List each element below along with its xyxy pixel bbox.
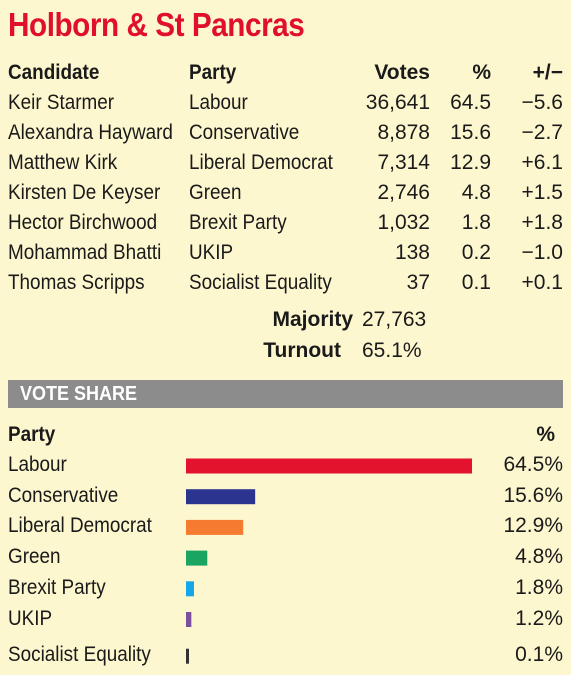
- candidate-name: Kirsten De Keyser: [8, 181, 161, 204]
- bar-value-label: 1.2%: [515, 606, 563, 630]
- candidate-name: Keir Starmer: [8, 91, 115, 114]
- page-title: Holborn & St Pancras: [8, 6, 305, 43]
- candidate-party: Conservative: [189, 121, 300, 144]
- bar: [186, 458, 472, 474]
- bar: [186, 581, 194, 597]
- majority-label: Majority: [272, 308, 353, 331]
- candidate-name: Thomas Scripps: [8, 271, 145, 294]
- bar: [186, 489, 256, 505]
- turnout-label: Turnout: [263, 339, 341, 362]
- candidate-pct: 12.9: [450, 151, 491, 174]
- candidate-party: Labour: [189, 91, 248, 114]
- candidate-party: Socialist Equality: [189, 271, 332, 294]
- candidate-party: Green: [189, 181, 242, 204]
- chart-header-pct: %: [536, 423, 555, 446]
- candidate-votes: 8,878: [377, 121, 430, 144]
- candidate-votes: 2,746: [377, 181, 430, 204]
- bar-value-label: 1.8%: [515, 575, 563, 599]
- candidate-name: Alexandra Hayward: [8, 121, 173, 144]
- candidate-name: Matthew Kirk: [8, 151, 118, 174]
- candidate-votes: 37: [406, 271, 430, 294]
- bar: [186, 612, 192, 627]
- bar-category-label: Green: [8, 545, 61, 569]
- bar-value-label: 15.6%: [503, 483, 563, 507]
- candidate-change: −1.0: [521, 241, 563, 264]
- candidate-name: Hector Birchwood: [8, 211, 158, 234]
- header-party: Party: [189, 61, 237, 84]
- candidate-party: Brexit Party: [189, 211, 287, 234]
- candidate-change: −5.6: [521, 91, 563, 114]
- candidate-votes: 138: [394, 241, 430, 264]
- candidate-change: −2.7: [521, 121, 563, 144]
- candidate-change: +0.1: [521, 271, 563, 294]
- bar-value-label: 4.8%: [515, 545, 563, 569]
- candidate-pct: 0.2: [461, 241, 491, 264]
- candidate-pct: 64.5: [450, 91, 491, 114]
- candidate-votes: 36,641: [365, 91, 430, 114]
- chart-header-party: Party: [8, 423, 56, 446]
- bar-category-label: Socialist Equality: [8, 643, 151, 667]
- candidate-name: Mohammad Bhatti: [8, 241, 162, 264]
- header-votes: Votes: [374, 61, 430, 84]
- bar-category-label: Labour: [8, 453, 67, 476]
- bar-value-label: 0.1%: [515, 643, 563, 667]
- candidate-change: +1.8: [521, 211, 563, 234]
- bar-value-label: 12.9%: [503, 514, 563, 538]
- bar-category-label: Brexit Party: [8, 575, 106, 599]
- candidate-votes: 1,032: [377, 211, 430, 234]
- bar-value-label: 64.5%: [503, 453, 563, 476]
- bar: [186, 648, 189, 664]
- majority-value: 27,763: [362, 308, 427, 331]
- candidate-pct: 0.1: [461, 271, 491, 294]
- bar: [186, 519, 244, 535]
- candidate-pct: 1.8: [461, 211, 491, 234]
- vote-share-banner-label: VOTE SHARE: [20, 383, 138, 405]
- header-pct: %: [472, 61, 491, 84]
- bar-category-label: UKIP: [8, 606, 53, 630]
- header-change: +/−: [532, 61, 563, 84]
- bar-category-label: Liberal Democrat: [8, 514, 152, 538]
- vote-share-banner: VOTE SHARE: [8, 380, 563, 408]
- candidate-party: UKIP: [189, 241, 234, 264]
- header-candidate: Candidate: [8, 61, 100, 84]
- candidate-votes: 7,314: [377, 151, 430, 174]
- candidate-pct: 4.8: [461, 181, 491, 204]
- candidate-party: Liberal Democrat: [189, 151, 333, 174]
- candidate-pct: 15.6: [450, 121, 491, 144]
- turnout-value: 65.1%: [362, 339, 422, 362]
- bar-category-label: Conservative: [8, 483, 119, 507]
- candidate-change: +6.1: [521, 151, 563, 174]
- bar: [186, 550, 208, 566]
- candidate-change: +1.5: [521, 181, 563, 204]
